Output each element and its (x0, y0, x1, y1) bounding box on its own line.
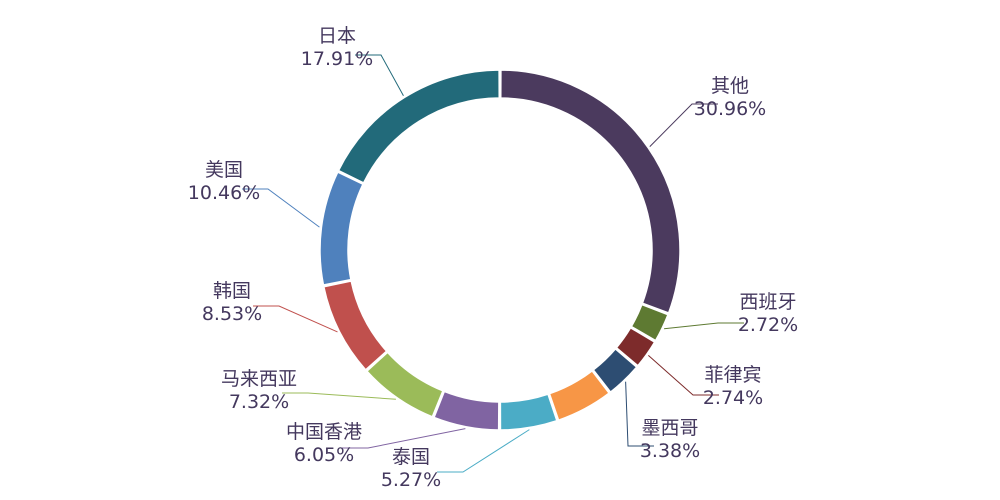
slice-label-菲律宾: 菲律宾 (704, 364, 761, 386)
slice-label-韩国: 韩国 (213, 280, 251, 302)
donut-slice-中国香港 (433, 390, 500, 431)
slice-percent-韩国: 8.53% (202, 303, 262, 325)
slice-percent-马来西亚: 7.32% (229, 391, 289, 413)
slice-label-中国香港: 中国香港 (286, 421, 362, 443)
donut-slice-西班牙 (630, 303, 669, 342)
slice-label-美国: 美国 (205, 159, 243, 181)
leader-line-墨西哥 (625, 381, 654, 447)
slice-percent-泰国: 5.27% (381, 469, 441, 491)
slice-percent-西班牙: 2.72% (738, 314, 798, 336)
donut-slice-unlabeled (548, 369, 611, 422)
donut-slice-马来西亚 (365, 351, 444, 418)
slice-percent-其他: 30.96% (694, 98, 766, 120)
leader-line-菲律宾 (648, 355, 719, 396)
slice-percent-美国: 10.46% (188, 182, 260, 204)
leader-line-其他 (649, 103, 718, 147)
leader-line-美国 (242, 188, 320, 228)
donut-slice-菲律宾 (615, 326, 656, 367)
leader-line-西班牙 (664, 322, 744, 330)
leader-line-日本 (355, 54, 404, 96)
slice-label-日本: 日本 (318, 25, 356, 47)
slice-percent-墨西哥: 3.38% (640, 440, 700, 462)
leader-line-泰国 (437, 429, 530, 473)
slice-label-马来西亚: 马来西亚 (221, 368, 297, 390)
slice-percent-中国香港: 6.05% (294, 444, 354, 466)
leader-line-中国香港 (342, 428, 466, 449)
donut-slice-泰国 (499, 393, 558, 431)
donut-slice-日本 (337, 69, 500, 184)
slice-percent-菲律宾: 2.74% (703, 387, 763, 409)
slice-label-泰国: 泰国 (392, 446, 430, 468)
leader-line-马来西亚 (282, 392, 396, 400)
slice-percent-日本: 17.91% (301, 48, 373, 70)
slice-label-墨西哥: 墨西哥 (641, 417, 698, 439)
donut-slice-墨西哥 (592, 347, 638, 394)
donut-slice-美国 (319, 171, 364, 286)
slice-label-西班牙: 西班牙 (739, 291, 796, 313)
leader-line-韩国 (253, 305, 338, 333)
donut-slice-韩国 (322, 280, 388, 371)
donut-slice-其他 (500, 69, 681, 314)
slice-label-其他: 其他 (711, 75, 749, 97)
